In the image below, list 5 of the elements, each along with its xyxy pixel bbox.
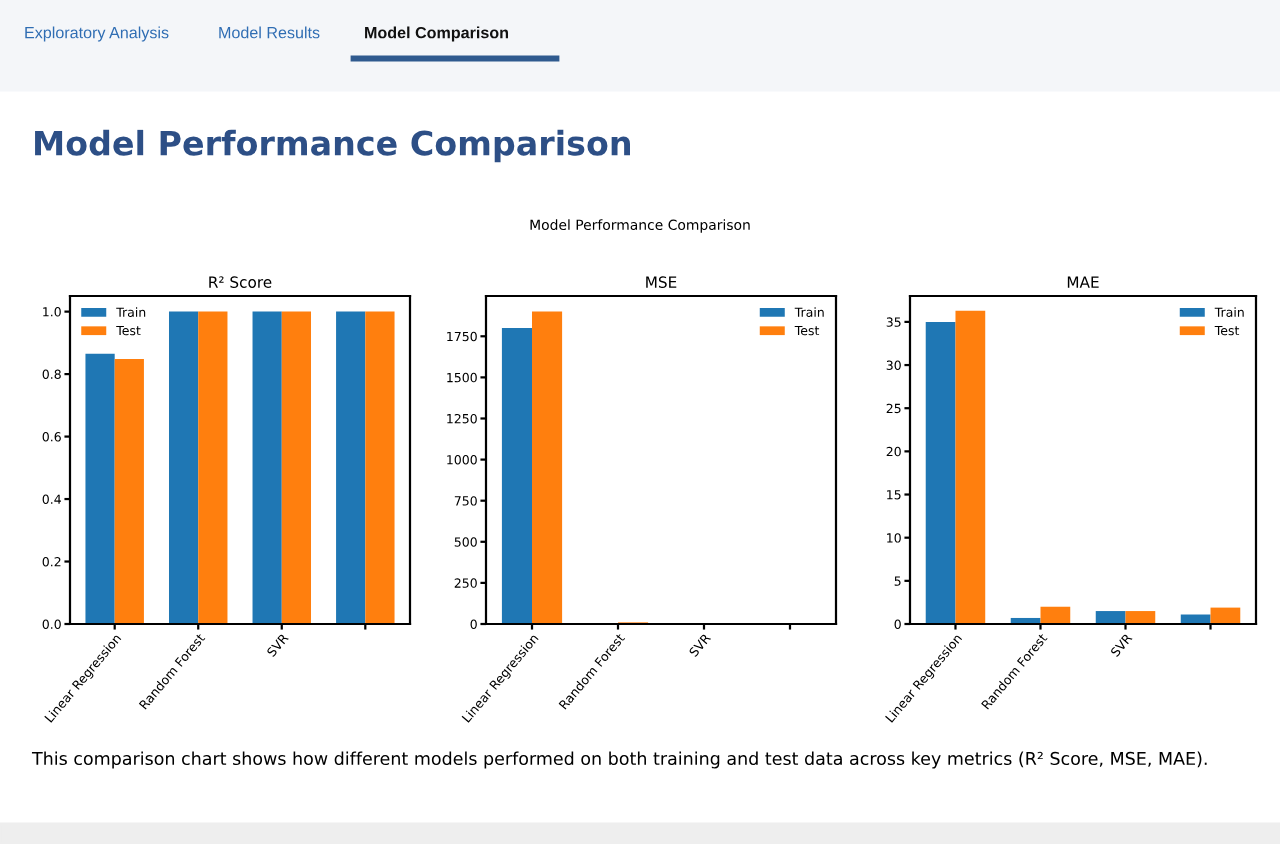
text: Model Results bbox=[219, 26, 320, 39]
text: Model Performance Comparison bbox=[35, 129, 630, 163]
text: Exploratory Analysis bbox=[25, 26, 169, 42]
text: This comparison chart shows how different models performed on both training and test data across key metrics (R² Score, MSE, MAE). bbox=[31, 751, 1207, 769]
text: Model Comparison bbox=[365, 26, 509, 42]
